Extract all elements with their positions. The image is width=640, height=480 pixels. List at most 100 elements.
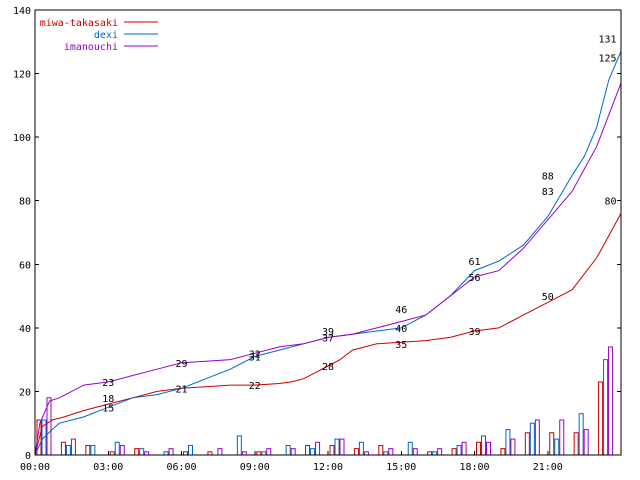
hour-bar-imanouchi bbox=[412, 448, 418, 456]
hour-bar-imanouchi bbox=[388, 448, 394, 456]
hour-bar-imanouchi bbox=[583, 429, 589, 456]
y-tick-label: 140 bbox=[13, 6, 31, 17]
data-label-miwa-takasaki: 50 bbox=[542, 292, 554, 303]
cumulative-lines bbox=[34, 51, 622, 456]
hour-bar-imanouchi bbox=[339, 438, 345, 456]
axes bbox=[34, 9, 622, 456]
hour-bar-imanouchi bbox=[70, 438, 76, 456]
hour-bar-dexi bbox=[505, 429, 511, 456]
data-label-miwa-takasaki: 28 bbox=[322, 362, 334, 373]
hour-bar-dexi bbox=[334, 438, 340, 456]
hour-bar-dexi bbox=[554, 438, 560, 456]
hour-bar-imanouchi bbox=[608, 346, 614, 456]
hour-bar-dexi bbox=[139, 448, 145, 456]
hour-bar-dexi bbox=[310, 448, 316, 456]
data-label-miwa-takasaki: 80 bbox=[605, 197, 617, 208]
y-tick-label: 120 bbox=[13, 70, 31, 81]
series-line-dexi bbox=[34, 51, 622, 456]
x-axis-ticks: 00:00 03:00 06:00 09:00 12:00 15:00 18:00 21:00 bbox=[20, 451, 563, 473]
hour-bar-miwa-takasaki bbox=[573, 432, 579, 456]
data-label-imanouchi: 83 bbox=[542, 187, 554, 198]
series-line-imanouchi bbox=[34, 82, 622, 456]
hour-bar-imanouchi bbox=[168, 448, 174, 456]
x-tick-label: 18:00 bbox=[459, 462, 489, 473]
y-tick-label: 20 bbox=[19, 387, 31, 398]
hour-bar-imanouchi bbox=[315, 441, 321, 456]
hour-bar-dexi bbox=[603, 359, 609, 456]
x-tick-label: 12:00 bbox=[313, 462, 343, 473]
hour-bar-miwa-takasaki bbox=[60, 441, 66, 456]
y-tick-label: 60 bbox=[19, 260, 31, 271]
hour-bar-dexi bbox=[529, 422, 535, 456]
series-line-miwa-takasaki bbox=[34, 213, 622, 456]
hour-bar-imanouchi bbox=[559, 419, 565, 456]
data-label-dexi: 37 bbox=[322, 333, 334, 344]
hour-bar-miwa-takasaki bbox=[329, 444, 335, 456]
y-axis-ticks: 0 20 40 60 80 100 120 140 bbox=[13, 6, 621, 462]
hour-bar-dexi bbox=[188, 444, 193, 456]
data-label-dexi: 131 bbox=[598, 35, 616, 46]
hour-bar-imanouchi bbox=[534, 419, 540, 456]
data-label-imanouchi: 29 bbox=[175, 359, 187, 370]
x-tick-label: 09:00 bbox=[240, 462, 270, 473]
data-label-imanouchi: 23 bbox=[102, 378, 114, 389]
legend-label: imanouchi bbox=[64, 42, 118, 53]
data-label-dexi: 15 bbox=[102, 403, 114, 414]
data-labels: 18 21 22 28 35 39 50 80 15 31 37 40 61 88 131 23 29 32 39 4… bbox=[102, 35, 616, 415]
hour-bar-imanouchi bbox=[510, 438, 516, 456]
x-tick-label: 03:00 bbox=[93, 462, 123, 473]
hour-bar-miwa-takasaki bbox=[378, 444, 384, 456]
hour-bar-miwa-takasaki bbox=[85, 444, 91, 456]
hour-bar-dexi bbox=[481, 435, 486, 456]
hour-bar-dexi bbox=[236, 435, 242, 456]
data-label-imanouchi: 56 bbox=[468, 273, 480, 284]
data-label-imanouchi: 125 bbox=[598, 54, 616, 65]
data-label-imanouchi: 46 bbox=[395, 305, 407, 316]
hour-bar-dexi bbox=[65, 444, 71, 456]
hour-bar-dexi bbox=[285, 444, 291, 456]
data-label-imanouchi: 39 bbox=[322, 327, 334, 338]
plot-frame bbox=[34, 9, 622, 456]
hour-bar-miwa-takasaki bbox=[353, 448, 359, 456]
hour-bar-miwa-takasaki bbox=[500, 448, 506, 456]
hour-bar-imanouchi bbox=[486, 441, 491, 456]
hour-bar-dexi bbox=[578, 413, 584, 456]
hour-bar-dexi bbox=[90, 444, 96, 456]
hour-bar-imanouchi bbox=[266, 448, 272, 456]
hour-bar-imanouchi bbox=[437, 448, 443, 456]
data-label-miwa-takasaki: 39 bbox=[468, 327, 480, 338]
hour-bar-miwa-takasaki bbox=[524, 432, 530, 456]
legend-label: miwa-takasaki bbox=[40, 18, 118, 29]
hour-bar-miwa-takasaki bbox=[476, 441, 481, 456]
hour-bar-imanouchi bbox=[119, 444, 125, 456]
data-label-dexi: 31 bbox=[249, 352, 261, 363]
data-label-dexi: 61 bbox=[468, 257, 480, 268]
hour-bar-miwa-takasaki bbox=[451, 448, 457, 456]
legend-label: dexi bbox=[94, 30, 118, 41]
x-tick-label: 21:00 bbox=[533, 462, 563, 473]
data-label-dexi: 88 bbox=[542, 171, 554, 182]
hour-bar-imanouchi bbox=[290, 448, 296, 456]
hour-bar-miwa-takasaki bbox=[305, 444, 311, 456]
y-tick-label: 40 bbox=[19, 324, 31, 335]
x-tick-label: 15:00 bbox=[386, 462, 416, 473]
data-label-miwa-takasaki: 18 bbox=[102, 394, 114, 405]
hour-bar-dexi bbox=[407, 441, 413, 456]
hour-bar-dexi bbox=[456, 444, 462, 456]
data-label-miwa-takasaki: 35 bbox=[395, 340, 407, 351]
hour-bar-imanouchi bbox=[461, 441, 467, 456]
data-label-miwa-takasaki: 22 bbox=[249, 381, 261, 392]
hour-bar-miwa-takasaki bbox=[134, 448, 140, 456]
hour-bar-dexi bbox=[114, 441, 120, 456]
hour-bar-dexi bbox=[358, 441, 364, 456]
y-tick-label: 100 bbox=[13, 133, 31, 144]
x-tick-label: 06:00 bbox=[166, 462, 196, 473]
hour-bar-imanouchi bbox=[217, 448, 223, 456]
data-label-imanouchi: 32 bbox=[249, 349, 261, 360]
y-tick-label: 0 bbox=[25, 451, 31, 462]
y-tick-label: 80 bbox=[19, 197, 31, 208]
data-label-miwa-takasaki: 21 bbox=[175, 384, 187, 395]
x-tick-label: 00:00 bbox=[20, 462, 50, 473]
